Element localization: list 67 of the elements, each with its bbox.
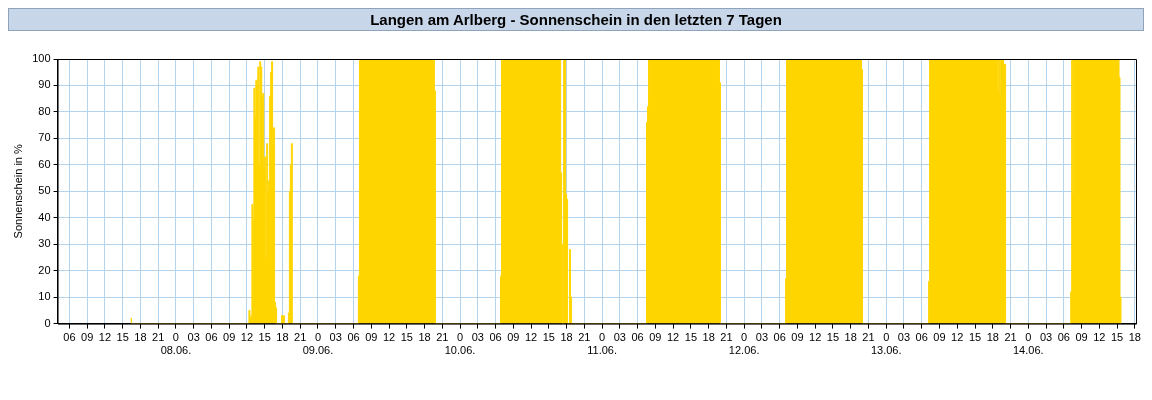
x-tick-label: 06 bbox=[205, 331, 218, 344]
x-tick-label: 03 bbox=[755, 331, 769, 344]
y-tick-label: 50 bbox=[38, 184, 51, 197]
x-tick-label: 09 bbox=[649, 331, 662, 344]
x-tick-label: 03 bbox=[187, 331, 200, 344]
x-tick-label: 09 bbox=[1075, 331, 1088, 344]
x-tick-label: 18 bbox=[844, 331, 857, 344]
x-tick-label: 12 bbox=[382, 331, 396, 344]
x-tick-label: 09 bbox=[223, 331, 236, 344]
x-tick-label: 09 bbox=[791, 331, 804, 344]
x-tick-label: 15 bbox=[1110, 331, 1124, 344]
y-tick-label: 100 bbox=[32, 52, 51, 65]
x-tick-label: 15 bbox=[542, 331, 555, 344]
x-tick-label: 18 bbox=[134, 331, 147, 344]
x-tick-label: 06 bbox=[63, 331, 76, 344]
x-tick-label: 15 bbox=[116, 331, 129, 344]
y-tick-label: 10 bbox=[38, 290, 51, 303]
y-tick-label: 20 bbox=[38, 263, 51, 276]
x-tick-label: 03 bbox=[329, 331, 342, 344]
x-tick-label: 15 bbox=[258, 331, 271, 344]
x-tick-label: 15 bbox=[826, 331, 840, 344]
y-tick-label: 90 bbox=[38, 78, 51, 91]
x-tick-label: 15 bbox=[400, 331, 413, 344]
y-tick-label: 60 bbox=[38, 157, 51, 170]
x-tick-label: 06 bbox=[489, 331, 502, 344]
y-tick-label: 40 bbox=[38, 210, 51, 223]
x-tick-label: 03 bbox=[1039, 331, 1053, 344]
x-tick-label: 06 bbox=[347, 331, 360, 344]
x-tick-label: 21 bbox=[720, 331, 733, 344]
x-tick-label: 03 bbox=[613, 331, 626, 344]
x-tick-label: 06 bbox=[631, 331, 644, 344]
x-tick-label: 18 bbox=[1128, 331, 1141, 344]
x-tick-label: 12 bbox=[98, 331, 112, 344]
x-tick-label: 21 bbox=[152, 331, 165, 344]
x-tick-label: 18 bbox=[702, 331, 715, 344]
x-tick-label: 06 bbox=[773, 331, 786, 344]
x-tick-label: 15 bbox=[968, 331, 982, 344]
x-tick-label: 21 bbox=[294, 331, 307, 344]
x-tick-label: 06 bbox=[915, 331, 928, 344]
x-tick-label: 12 bbox=[524, 331, 538, 344]
x-tick-label: 12 bbox=[667, 331, 680, 344]
y-tick-label: 70 bbox=[38, 131, 51, 144]
x-tick-label: 18 bbox=[560, 331, 573, 344]
x-tick-label: 12 bbox=[809, 331, 822, 344]
chart-title: Langen am Arlberg - Sonnenschein in den letzten 7 Tagen bbox=[8, 8, 1144, 31]
y-tick-label: 80 bbox=[38, 104, 51, 117]
x-tick-label: 12 bbox=[240, 331, 254, 344]
y-tick-label: 30 bbox=[38, 237, 51, 250]
y-axis-title: Sonnenschein in % bbox=[11, 144, 24, 239]
x-tick-label: 09 bbox=[365, 331, 378, 344]
x-tick-label: 03 bbox=[471, 331, 484, 344]
x-tick-label: 09 bbox=[507, 331, 520, 344]
y-tick-label: 0 bbox=[44, 316, 51, 329]
x-tick-label: 09 bbox=[81, 331, 94, 344]
x-tick-label: 06 bbox=[1057, 331, 1070, 344]
x-tick-label: 09 bbox=[933, 331, 946, 344]
x-tick-label: 21 bbox=[436, 331, 449, 344]
x-tick-label: 21 bbox=[1004, 331, 1017, 344]
x-tick-label: 21 bbox=[578, 331, 591, 344]
x-tick-label: 21 bbox=[862, 331, 875, 344]
x-tick-label: 15 bbox=[684, 331, 698, 344]
x-tick-label: 18 bbox=[276, 331, 289, 344]
x-tick-label: 12 bbox=[1093, 331, 1106, 344]
x-tick-label: 18 bbox=[986, 331, 999, 344]
x-tick-label: 12 bbox=[951, 331, 964, 344]
x-tick-label: 18 bbox=[418, 331, 431, 344]
x-tick-label: 03 bbox=[897, 331, 911, 344]
